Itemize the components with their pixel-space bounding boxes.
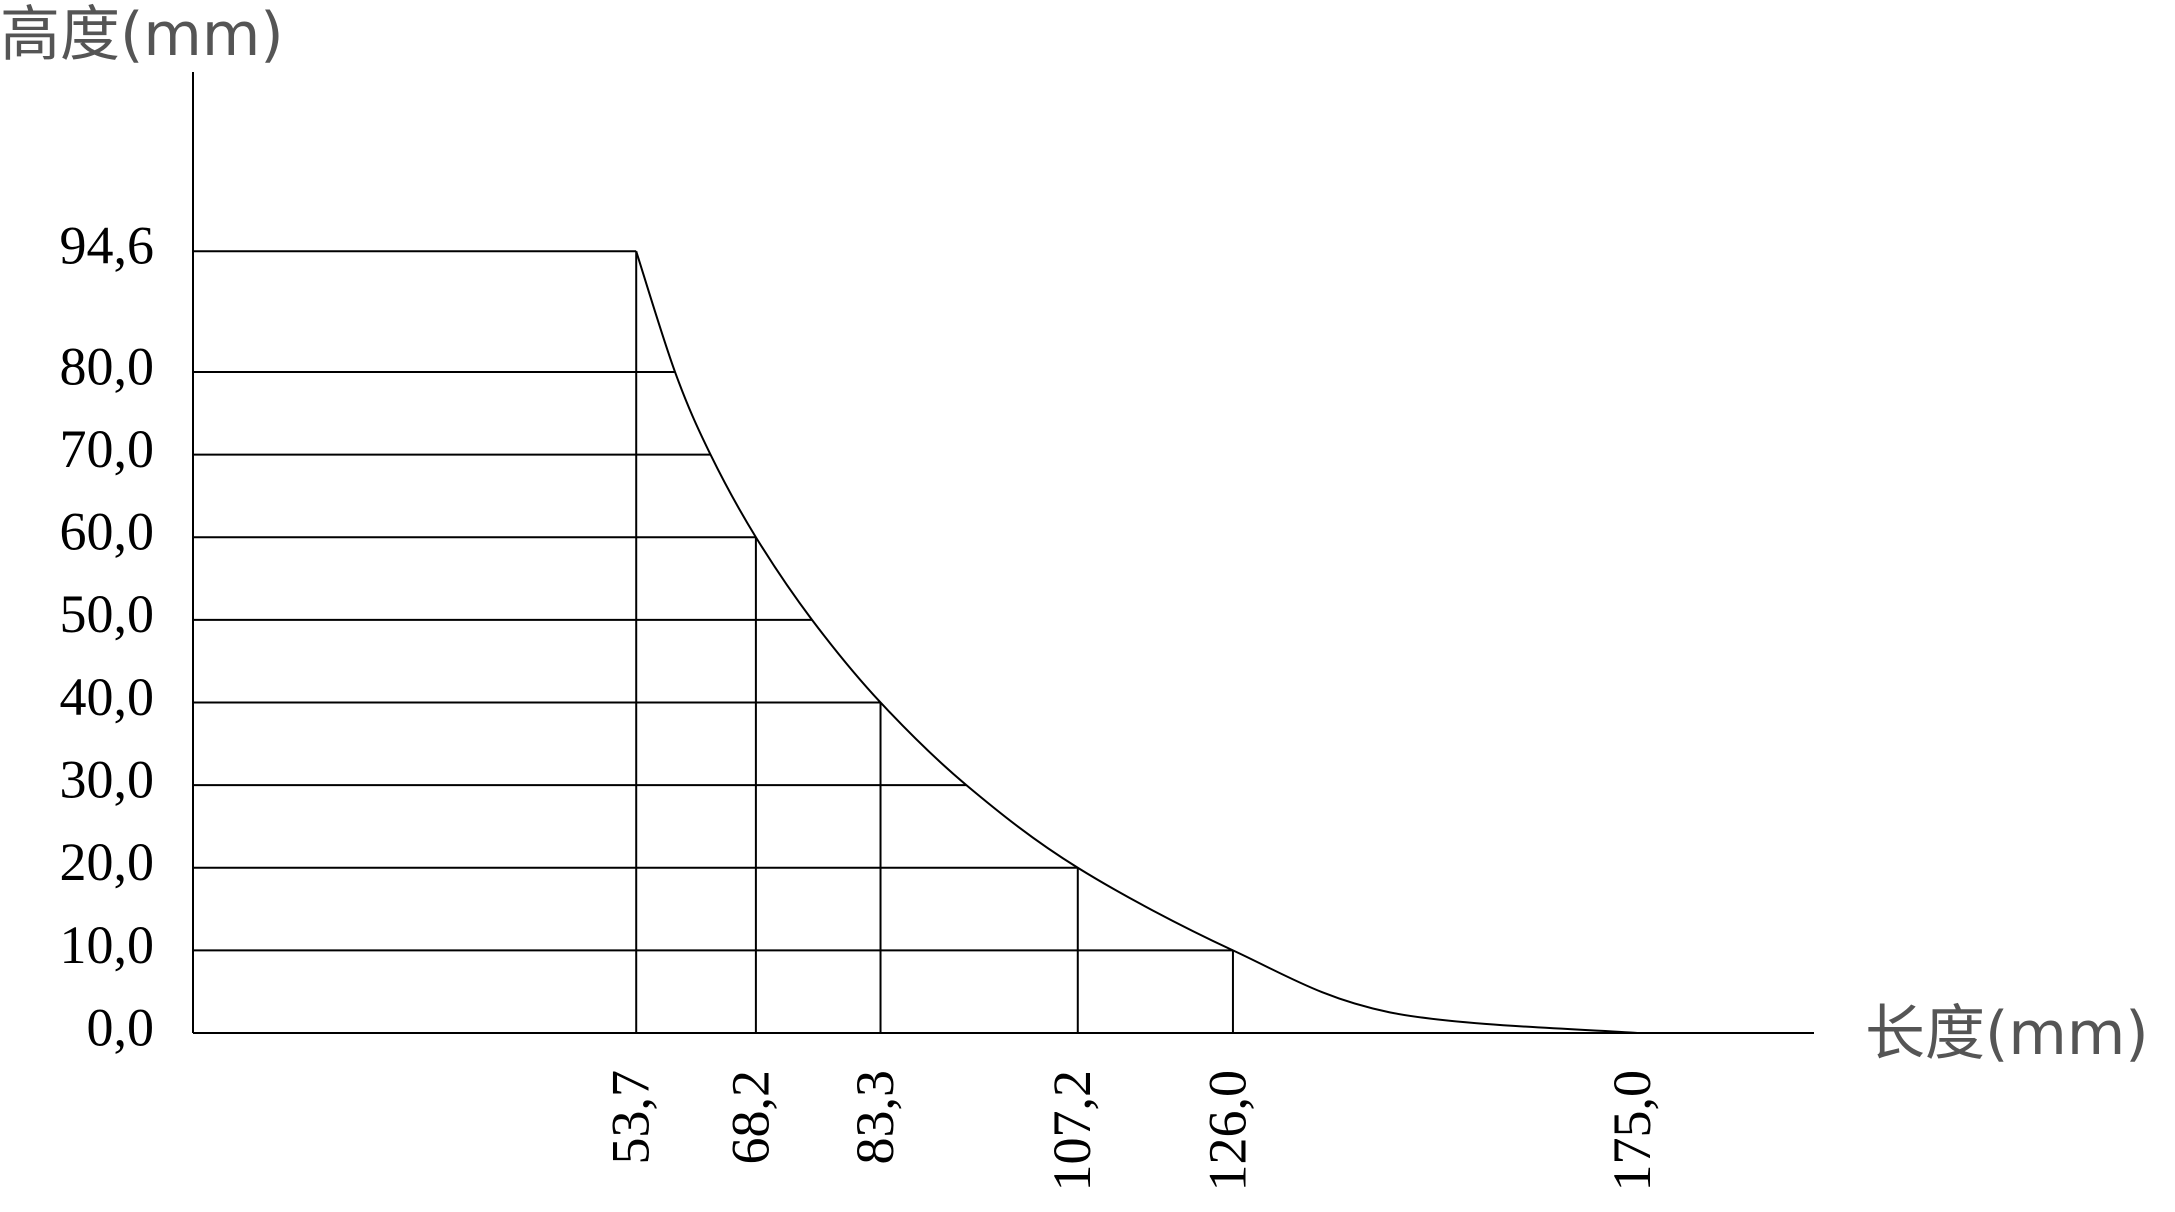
x-tick-label: 107,2 <box>1042 1070 1102 1192</box>
x-tick-label: 175,0 <box>1602 1070 1662 1192</box>
curve <box>635 251 1638 1034</box>
y-tick-label: 70,0 <box>60 419 155 479</box>
y-tick-label: 40,0 <box>60 667 155 727</box>
y-tick-label: 0,0 <box>87 997 155 1057</box>
x-tick-label: 83,3 <box>845 1070 905 1165</box>
x-tick-label: 53,7 <box>601 1070 661 1165</box>
y-axis-title: 高度(mm) <box>0 0 284 70</box>
x-axis-title: 长度(mm) <box>1865 999 2149 1069</box>
y-tick-label: 20,0 <box>60 832 155 892</box>
y-tick-label: 60,0 <box>60 502 155 562</box>
y-tick-label: 80,0 <box>60 336 155 396</box>
y-tick-label: 50,0 <box>60 584 155 644</box>
y-tick-label: 94,6 <box>60 216 155 276</box>
y-tick-label: 30,0 <box>60 749 155 809</box>
x-tick-label: 68,2 <box>720 1070 780 1165</box>
y-tick-label: 10,0 <box>60 915 155 975</box>
x-tick-label: 126,0 <box>1197 1070 1257 1192</box>
